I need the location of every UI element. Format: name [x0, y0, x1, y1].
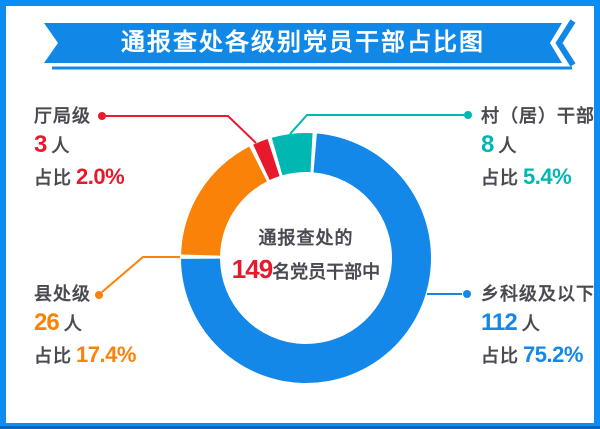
callout-unit: 人	[63, 314, 82, 334]
callout-pct-line: 占比 2.0%	[34, 162, 125, 192]
callout-line-cun-ju-gan-bu	[289, 114, 464, 135]
callout-name: 村（居）干部	[481, 106, 595, 126]
callout-ratio-label: 占比	[481, 168, 519, 188]
callout-pct-line: 占比 75.2%	[481, 340, 594, 370]
callout-ratio-label: 占比	[481, 346, 519, 366]
callout-name: 厅局级	[34, 106, 91, 126]
callout-dot-xiang-ke-ji	[463, 290, 471, 298]
callout-count-line: 26 人	[34, 308, 136, 338]
center-label-suffix: 名党员干部中	[272, 262, 381, 282]
callout-pct: 75.2%	[523, 342, 583, 367]
callout-unit: 人	[498, 136, 517, 156]
page-title: 通报查处各级别党员干部占比图	[121, 29, 485, 56]
donut-center-label: 通报查处的 149名党员干部中	[220, 228, 392, 289]
card-bottom-shadow	[0, 426, 600, 429]
callout-ratio-label: 占比	[34, 346, 72, 366]
callout-unit: 人	[51, 136, 70, 156]
callout-pct-line: 占比 17.4%	[34, 340, 136, 370]
callout-line-ting-ju-ji	[106, 115, 257, 144]
callout-unit: 人	[521, 314, 540, 334]
callout-pct: 2.0%	[76, 164, 125, 189]
callout-ratio-label: 占比	[34, 168, 72, 188]
callout-count: 26	[34, 309, 60, 336]
callout-name: 乡科级及以下	[481, 284, 595, 304]
callout-xian-chu-ji: 县处级 26 人 占比 17.4%	[34, 280, 136, 370]
donut-segment-ting_ju_ji	[253, 139, 280, 181]
center-label-count: 149	[231, 254, 273, 284]
callout-name: 县处级	[34, 284, 91, 304]
callout-count: 8	[481, 131, 494, 158]
callout-pct: 5.4%	[523, 164, 572, 189]
donut-segment-cun_ju_gan_bu	[271, 132, 313, 176]
callout-count-line: 112 人	[481, 308, 594, 338]
callout-dot-cun-ju-gan-bu	[464, 111, 472, 119]
center-label-count-line: 149名党员干部中	[220, 254, 392, 289]
callout-xiang-ke-ji: 乡科级及以下 112 人 占比 75.2%	[481, 280, 595, 370]
callout-count: 112	[481, 309, 518, 336]
center-label-prefix: 通报查处的	[258, 228, 354, 248]
callout-count: 3	[34, 131, 47, 158]
callout-pct-line: 占比 5.4%	[481, 162, 594, 192]
callout-pct: 17.4%	[76, 342, 136, 367]
